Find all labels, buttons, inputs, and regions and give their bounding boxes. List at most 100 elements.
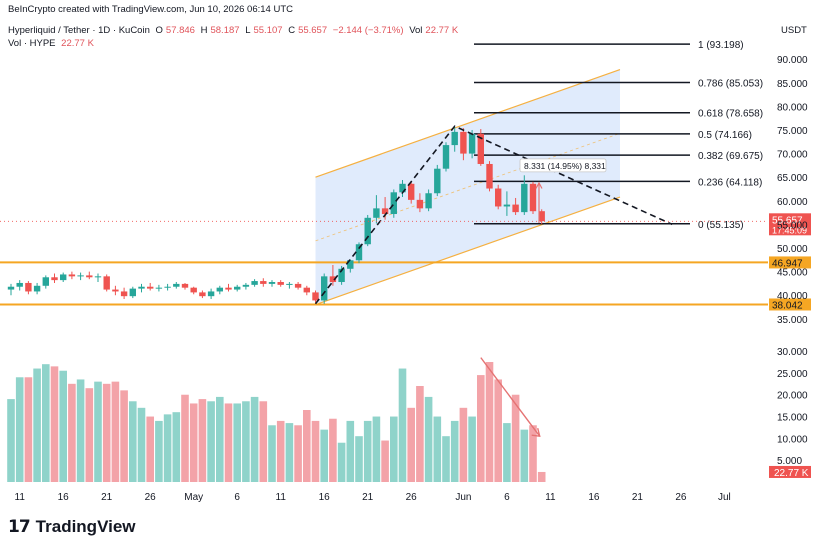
candle-body	[225, 287, 232, 290]
tradingview-logo-icon: 17	[8, 517, 31, 537]
channel-area	[315, 69, 620, 305]
volume-bar	[163, 414, 172, 482]
volume-bar	[50, 366, 59, 482]
candle-body	[42, 277, 49, 286]
candle-body	[94, 276, 102, 278]
candle-body	[138, 286, 145, 289]
fib-level-label: 0.236 (64.118)	[698, 177, 762, 188]
volume-bar	[477, 375, 485, 482]
candle-body	[495, 188, 502, 207]
candle-body	[355, 244, 363, 261]
price-tick-label: 35.000	[777, 315, 808, 326]
volume-bar	[468, 416, 476, 482]
candle-body	[364, 217, 371, 245]
time-tick-label: 21	[632, 492, 644, 503]
candle-body	[251, 281, 258, 285]
volume-bar	[155, 420, 163, 482]
volume-bar	[511, 394, 520, 482]
volume-bar	[285, 423, 294, 482]
volume-bar	[311, 420, 320, 482]
volume-legend: Vol · HYPE 22.77 K	[8, 38, 97, 49]
volume-bar	[355, 436, 363, 482]
vol-label: Vol	[409, 25, 423, 36]
volume-legend-label[interactable]: Vol · HYPE	[8, 38, 56, 49]
volume-bar	[329, 418, 337, 482]
volume-bar	[76, 379, 85, 482]
volume-bar	[485, 362, 494, 482]
high-value: 58.187	[210, 25, 240, 36]
candle-body	[416, 199, 424, 209]
time-tick-label: 26	[406, 492, 418, 503]
time-tick-label: Jun	[455, 492, 471, 503]
volume-legend-value: 22.77 K	[61, 38, 94, 49]
volume-bar	[102, 383, 111, 482]
price-tick-label: 85.000	[777, 79, 808, 90]
time-tick-label: May	[184, 492, 203, 503]
volume-trend-arrowhead	[531, 428, 541, 438]
symbol-line: Hyperliquid / Tether · 1D · KuCoin O 57.8…	[8, 25, 461, 36]
volume-bar	[59, 370, 67, 482]
candle-body	[399, 183, 406, 193]
candle-body	[260, 281, 267, 284]
candle-body	[512, 204, 519, 213]
candlesticks	[7, 127, 545, 304]
quote-unit: USDT	[781, 25, 807, 36]
projection-dashed-path	[314, 125, 673, 305]
close-value: 55.657	[298, 25, 328, 36]
volume-bar	[503, 423, 511, 482]
symbol-title[interactable]: Hyperliquid / Tether · 1D · KuCoin	[8, 25, 150, 36]
candle-body	[112, 289, 119, 292]
time-tick-label: 21	[101, 492, 113, 503]
volume-bar	[216, 396, 224, 482]
candle-body	[190, 287, 197, 293]
volume-bar	[276, 420, 285, 482]
volume-bar	[416, 386, 424, 482]
candle-body	[321, 276, 328, 301]
time-tick-label: 16	[588, 492, 600, 503]
candle-body	[60, 274, 67, 281]
volume-bar	[7, 399, 15, 482]
vol-value: 22.77 K	[425, 25, 459, 36]
tradingview-logo[interactable]: 17 TradingView	[8, 517, 136, 537]
channel-upper-line	[315, 68, 621, 178]
price-tick-label: 40.000	[777, 291, 808, 302]
time-tick-label: 21	[362, 492, 374, 503]
candle-body	[181, 283, 189, 288]
time-tick-label: 6	[234, 492, 240, 503]
current-volume-tag	[769, 465, 811, 478]
current-price-label: 55.657	[772, 215, 803, 226]
candle-body	[503, 204, 511, 207]
volume-bar	[68, 383, 76, 482]
volume-bar	[294, 425, 302, 482]
fib-level-label: 0.5 (74.166)	[698, 130, 752, 141]
volume-bar	[442, 436, 450, 482]
candle-body	[294, 283, 302, 288]
level-price-tag	[769, 298, 811, 311]
volume-bar	[129, 401, 137, 482]
candle-body	[277, 282, 284, 285]
candle-body	[538, 211, 545, 222]
volume-bar	[85, 388, 94, 482]
price-tick-label: 70.000	[777, 150, 808, 161]
volume-trend-arrow	[480, 357, 541, 437]
time-tick-label: 26	[145, 492, 157, 503]
volume-bar	[303, 410, 311, 482]
candle-body	[268, 282, 276, 284]
volume-bar	[198, 399, 207, 482]
level-price-label: 46.947	[772, 258, 803, 269]
candle-body	[120, 291, 128, 297]
tradingview-wordmark: TradingView	[35, 517, 136, 536]
level-price-tag	[769, 256, 811, 269]
channel-lower-line	[315, 196, 621, 306]
price-tick-label: 90.000	[777, 55, 808, 66]
fib-level-label: 0.618 (78.658)	[698, 109, 763, 120]
candle-body	[468, 133, 476, 154]
volume-bar	[320, 429, 328, 482]
time-tick-label: 26	[675, 492, 687, 503]
candle-body	[164, 286, 171, 288]
volume-tick-label: 10.000	[777, 434, 808, 445]
price-tick-label: 45.000	[777, 268, 808, 279]
volume-bar	[172, 412, 181, 482]
candle-body	[68, 274, 76, 277]
